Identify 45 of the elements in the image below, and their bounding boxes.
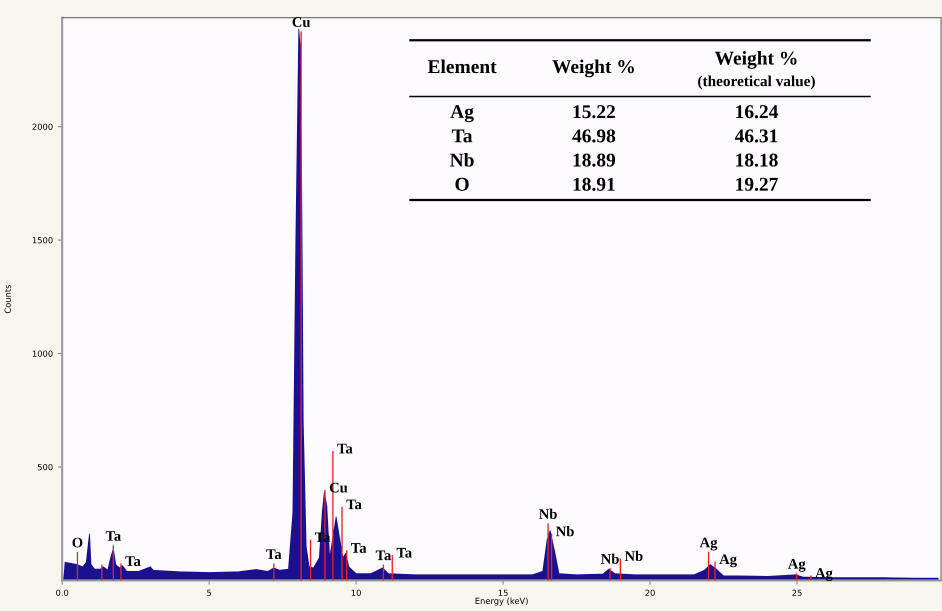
x-tick-label: 10	[352, 590, 361, 596]
annotation: Nb	[624, 550, 643, 562]
annotation: 19.27	[736, 178, 778, 191]
annotation: Weight %	[552, 59, 634, 78]
annotation: Ta	[266, 549, 282, 560]
annotation: 16.24	[736, 105, 778, 118]
annotation: Ta	[125, 556, 141, 566]
annotation: 46.31	[734, 129, 778, 143]
annotation: O	[455, 178, 469, 191]
annotation: 18.18	[736, 154, 778, 167]
annotation: 18.91	[574, 178, 615, 191]
y-axis-title: Counts	[4, 284, 11, 314]
x-tick-label: 25	[792, 590, 802, 596]
annotation: Nb	[601, 554, 619, 564]
annotation: Weight % (theoretical value)	[698, 51, 815, 90]
x-axis-title: Energy (keV)	[476, 598, 528, 606]
annotation: Ag	[450, 105, 474, 122]
annotation: O	[72, 538, 82, 548]
annotation: Ta	[337, 444, 353, 454]
y-tick-label: 1000	[32, 350, 53, 357]
x-tick-label: 5	[207, 590, 212, 596]
annotation: Ta	[314, 532, 330, 542]
annotation: 18.89	[574, 154, 616, 167]
y-tick-label: 500	[38, 464, 53, 470]
annotation: Ta	[376, 550, 392, 560]
annotation: Ta	[396, 548, 412, 558]
x-tick-label: 0.0	[56, 590, 68, 596]
annotation: 15.22	[574, 105, 615, 118]
annotation: Nb	[539, 508, 557, 519]
y-tick-label: 1500	[32, 237, 53, 244]
annotation: Ta	[346, 500, 362, 510]
annotation: Element	[428, 60, 497, 74]
y-tick-label: 2000	[32, 124, 53, 130]
annotation: Ag	[719, 554, 737, 568]
annotation: Cu	[292, 17, 310, 28]
x-tick-label: 20	[645, 590, 655, 596]
annotation: Ta	[106, 531, 121, 541]
annotation: 46.98	[572, 129, 616, 143]
annotation: Ta	[452, 130, 472, 142]
annotation: Ag	[700, 538, 718, 550]
annotation: Nb	[556, 526, 574, 536]
annotation: Nb	[450, 152, 474, 167]
x-tick-label: 15	[498, 590, 508, 596]
annotation: Ta	[351, 543, 366, 553]
annotation: Ag	[788, 558, 806, 572]
